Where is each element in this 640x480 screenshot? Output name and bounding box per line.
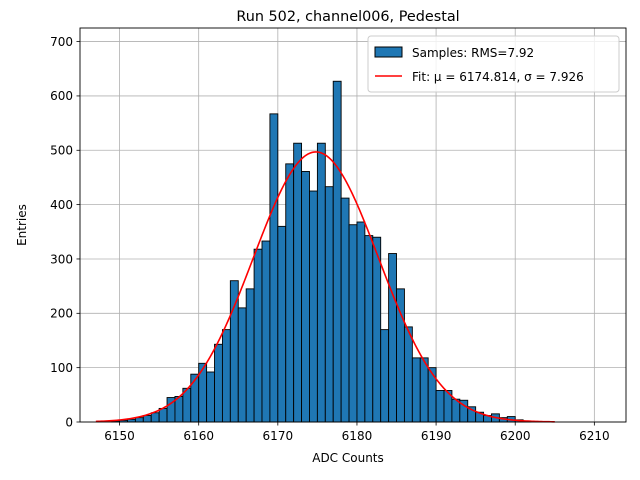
- histogram-bar: [221, 329, 231, 423]
- chart-title: Run 502, channel006, Pedestal: [236, 9, 459, 25]
- y-tick-label: 200: [50, 307, 73, 321]
- histogram-bar: [214, 343, 223, 423]
- histogram-bar: [388, 253, 397, 423]
- histogram-bar: [309, 190, 318, 423]
- histogram-bar: [237, 307, 247, 423]
- x-tick-label: 6180: [342, 429, 373, 443]
- y-tick-label: 600: [50, 89, 73, 103]
- histogram-bar: [293, 142, 303, 423]
- x-tick-label: 6200: [500, 429, 531, 443]
- histogram-bar: [261, 240, 271, 423]
- histogram-bar: [356, 221, 366, 423]
- histogram-bar: [419, 357, 429, 423]
- histogram-bar: [396, 288, 405, 423]
- histogram-bar: [285, 163, 295, 423]
- legend-fit-label: Fit: μ = 6174.814, σ = 7.926: [412, 70, 584, 84]
- legend: Samples: RMS=7.92 Fit: μ = 6174.814, σ =…: [367, 35, 620, 93]
- histogram-bar: [435, 390, 445, 423]
- histogram-bar: [245, 288, 255, 423]
- legend-samples-swatch: [374, 46, 403, 58]
- legend-samples-label: Samples: RMS=7.92: [412, 46, 534, 60]
- fit-curve-group: [95, 151, 555, 423]
- histogram-bar: [427, 367, 437, 423]
- histogram-bar: [253, 248, 263, 423]
- histogram-bar: [332, 80, 342, 423]
- histogram-bar: [134, 417, 144, 423]
- histogram-bar: [142, 415, 152, 423]
- histogram-bar: [229, 280, 239, 423]
- histogram-bar: [364, 235, 374, 423]
- x-tick-label: 6150: [104, 429, 135, 443]
- x-ticks: 6150 6160 6170 6180 6190 6200 6210: [104, 422, 610, 443]
- y-axis-label: Entries: [15, 204, 29, 246]
- histogram-bar: [269, 113, 279, 423]
- histogram-bar: [206, 371, 215, 423]
- x-tick-label: 6160: [183, 429, 214, 443]
- axes-frame: [79, 27, 627, 423]
- histogram-bar: [411, 357, 421, 423]
- y-tick-label: 400: [50, 198, 73, 212]
- histogram-bar: [277, 225, 287, 423]
- x-tick-label: 6210: [579, 429, 610, 443]
- y-tick-label: 700: [50, 35, 73, 49]
- histogram-bar: [150, 412, 160, 423]
- y-tick-label: 500: [50, 144, 73, 158]
- legend-box: [367, 35, 620, 93]
- x-axis-label: ADC Counts: [312, 451, 384, 465]
- y-tick-label: 300: [50, 252, 73, 266]
- y-tick-label: 0: [65, 415, 73, 429]
- histogram-bar: [372, 236, 382, 423]
- y-ticks: 0 100 200 300 400 500 600 700: [50, 35, 80, 429]
- histogram-bar: [380, 329, 390, 423]
- x-tick-label: 6170: [263, 429, 294, 443]
- histogram-bar: [324, 186, 334, 423]
- x-tick-label: 6190: [421, 429, 452, 443]
- histogram-bar: [316, 142, 326, 423]
- histogram-bar: [158, 407, 168, 423]
- histogram-bar: [301, 171, 310, 423]
- fit-curve: [95, 151, 555, 423]
- histogram-bar: [348, 224, 358, 423]
- histogram-bar: [340, 197, 350, 423]
- y-tick-label: 100: [50, 361, 73, 375]
- histogram-bar: [403, 326, 413, 423]
